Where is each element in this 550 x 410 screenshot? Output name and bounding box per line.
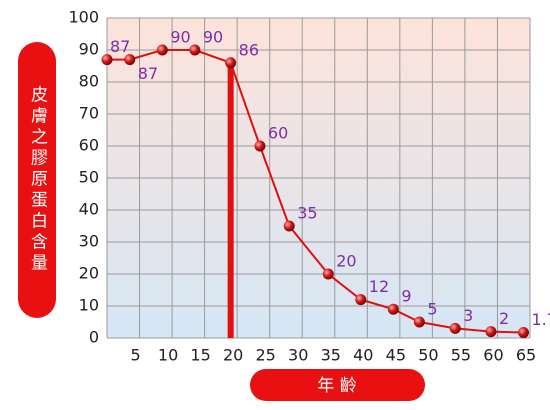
- x-tick-label: 55: [451, 346, 471, 365]
- drop-bar: [227, 62, 234, 339]
- point: [254, 140, 266, 152]
- y-tick-label: 20: [79, 264, 99, 283]
- x-tick-label: 20: [223, 346, 243, 365]
- value-label: 35: [297, 204, 317, 223]
- y-axis-title: 皮膚之膠原蛋白含量: [27, 85, 48, 274]
- y-tick-label: 80: [79, 72, 99, 91]
- point: [449, 322, 461, 334]
- point: [413, 316, 425, 328]
- point: [101, 54, 113, 66]
- x-tick-label: 60: [483, 346, 503, 365]
- y-tick-label: 10: [79, 296, 99, 315]
- value-label: 87: [110, 37, 130, 56]
- x-label-box: [250, 369, 425, 401]
- value-label: 9: [401, 287, 411, 306]
- value-label: 90: [170, 28, 190, 47]
- x-tick-label: 5: [130, 346, 140, 365]
- point: [485, 326, 497, 338]
- y-tick-label: 60: [79, 136, 99, 155]
- value-label: 12: [369, 277, 389, 296]
- value-label: 5: [427, 300, 437, 319]
- point: [124, 54, 136, 66]
- value-label: 86: [239, 40, 259, 59]
- value-label: 60: [268, 124, 288, 143]
- y-tick-label: 70: [79, 104, 99, 123]
- y-tick-label: 40: [79, 200, 99, 219]
- value-label: 90: [203, 28, 223, 47]
- x-tick-label: 50: [418, 346, 438, 365]
- point: [189, 44, 201, 56]
- x-tick-label: 45: [386, 346, 406, 365]
- point: [355, 294, 367, 306]
- x-tick-label: 30: [288, 346, 308, 365]
- y-tick-label: 50: [79, 168, 99, 187]
- value-label: 87: [138, 64, 158, 83]
- x-tick-label: 35: [321, 346, 341, 365]
- x-tick-label: 10: [158, 346, 178, 365]
- value-label: 20: [336, 252, 356, 271]
- point: [156, 44, 168, 56]
- y-tick-label: 100: [68, 8, 99, 27]
- value-label: 3: [463, 306, 473, 325]
- x-tick-label: 40: [353, 346, 373, 365]
- x-tick-label: 65: [516, 346, 536, 365]
- point: [387, 303, 399, 315]
- point: [225, 57, 237, 69]
- value-label: 1.7: [531, 310, 550, 329]
- value-label: 2: [499, 309, 509, 328]
- y-tick-label: 30: [79, 232, 99, 251]
- y-label-box: [18, 42, 56, 318]
- x-axis-title: 年 齡: [317, 376, 356, 396]
- x-tick-label: 25: [256, 346, 276, 365]
- point: [283, 220, 295, 232]
- point: [517, 327, 529, 339]
- point: [322, 268, 334, 280]
- y-tick-label: 0: [89, 328, 99, 347]
- y-tick-label: 90: [79, 40, 99, 59]
- x-tick-label: 15: [190, 346, 210, 365]
